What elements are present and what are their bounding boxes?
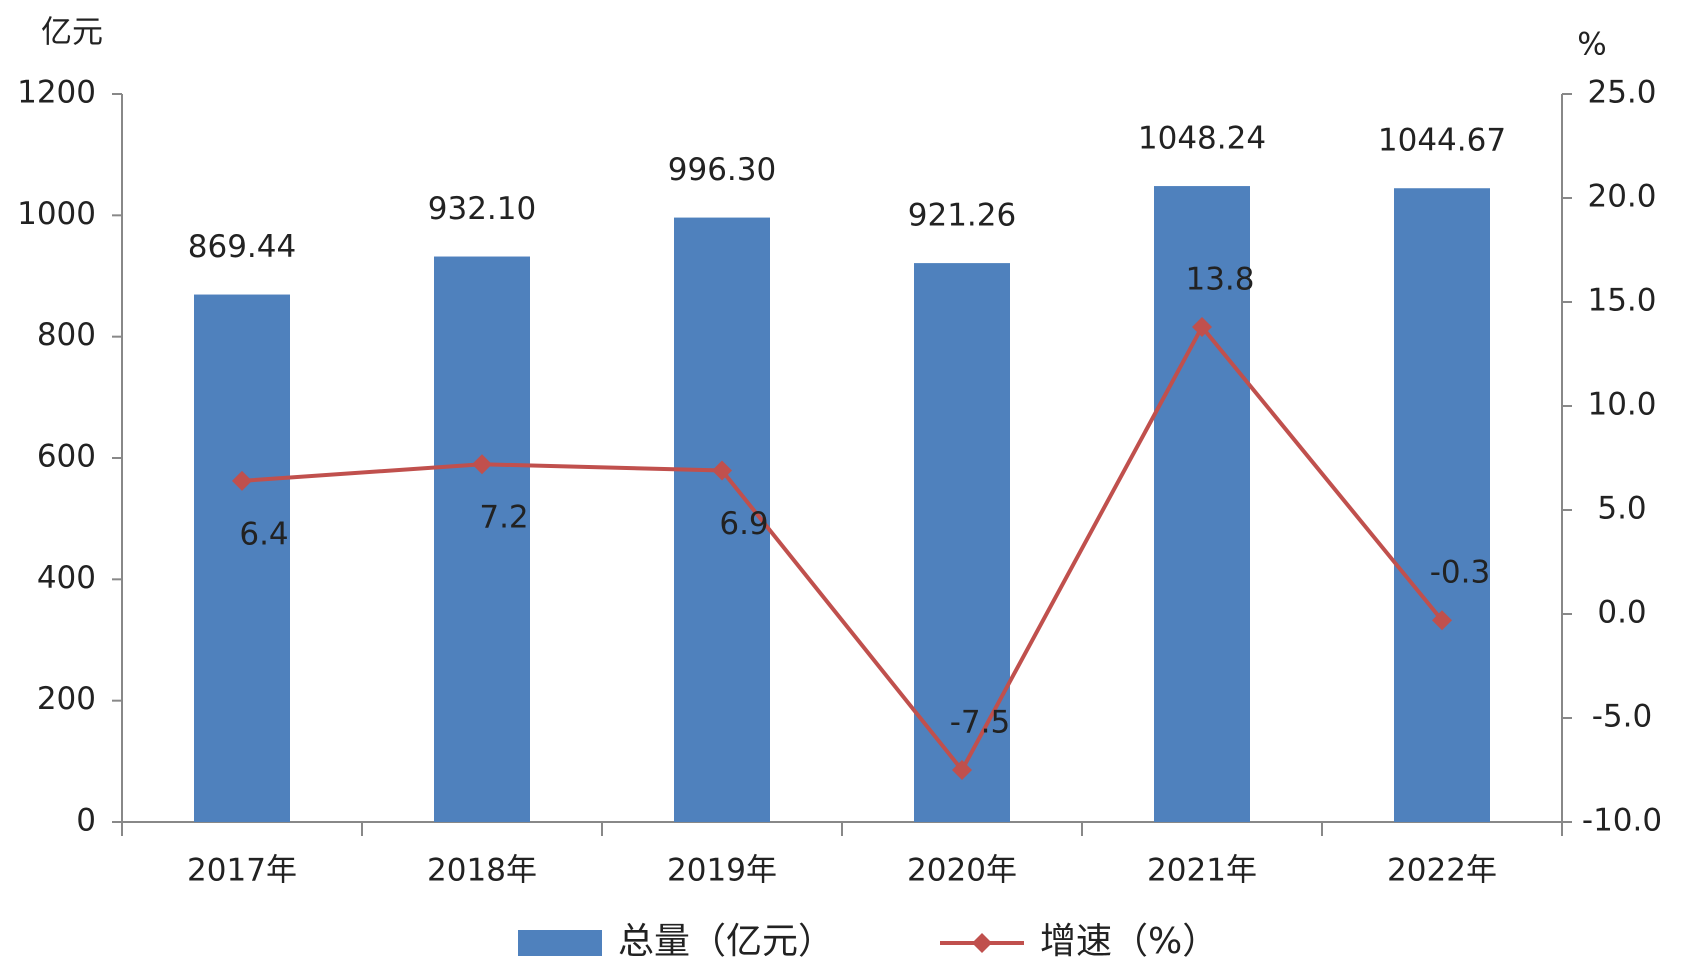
bar-value-label: 921.26 <box>908 198 1016 234</box>
line-marker <box>952 760 972 780</box>
y-tick-label: 1200 <box>17 75 96 111</box>
y2-tick-label: 25.0 <box>1587 75 1656 111</box>
x-tick-label: 2017年 <box>187 853 297 889</box>
bar <box>1154 186 1250 822</box>
legend-label: 增速（%） <box>1040 921 1218 962</box>
y-tick-label: 400 <box>37 560 96 596</box>
x-tick-label: 2018年 <box>427 853 537 889</box>
bar <box>194 294 290 822</box>
y-tick-label: 0 <box>76 803 96 839</box>
line-marker <box>712 460 732 481</box>
bar-value-label: 996.30 <box>668 152 776 188</box>
line-value-label: -0.3 <box>1430 555 1491 591</box>
line-value-label: 6.4 <box>239 516 288 552</box>
line-value-label: 7.2 <box>479 500 528 536</box>
y2-tick-label: 20.0 <box>1587 179 1656 215</box>
x-tick-label: 2020年 <box>907 853 1017 889</box>
bar-value-label: 932.10 <box>428 191 536 227</box>
y2-tick-label: -10.0 <box>1582 803 1662 839</box>
y-tick-label: 200 <box>37 681 96 717</box>
bar-value-label: 1048.24 <box>1138 121 1266 157</box>
bar-value-label: 869.44 <box>188 229 296 265</box>
line-value-label: 6.9 <box>719 506 768 542</box>
bar <box>674 217 770 822</box>
line-marker <box>1432 610 1452 631</box>
line <box>241 323 1444 774</box>
line-marker <box>232 470 252 491</box>
x-tick-label: 2019年 <box>667 853 777 889</box>
y2-tick-label: 15.0 <box>1587 283 1656 319</box>
bar-value-label: 1044.67 <box>1378 123 1506 159</box>
legend-marker <box>972 933 992 953</box>
bar <box>1394 188 1490 823</box>
legend-label: 总量（亿元） <box>618 921 834 962</box>
line-value-label: -7.5 <box>950 705 1011 741</box>
x-tick-label: 2021年 <box>1147 853 1257 889</box>
y-tick-label: 1000 <box>17 196 96 232</box>
line-marker <box>472 454 492 475</box>
y-tick-label: 600 <box>37 439 96 475</box>
legend-swatch <box>518 930 602 956</box>
y-axis-title: 亿元 <box>41 15 103 51</box>
line-value-label: 13.8 <box>1185 261 1254 297</box>
y2-tick-label: 5.0 <box>1597 491 1646 527</box>
line-marker <box>1192 316 1212 337</box>
bar <box>434 256 530 822</box>
y2-tick-label: -5.0 <box>1592 699 1653 735</box>
y2-axis-title: % <box>1577 27 1606 63</box>
y2-tick-label: 10.0 <box>1587 387 1656 423</box>
y-tick-label: 800 <box>37 317 96 353</box>
x-tick-label: 2022年 <box>1387 853 1497 889</box>
y2-tick-label: 0.0 <box>1597 595 1646 631</box>
